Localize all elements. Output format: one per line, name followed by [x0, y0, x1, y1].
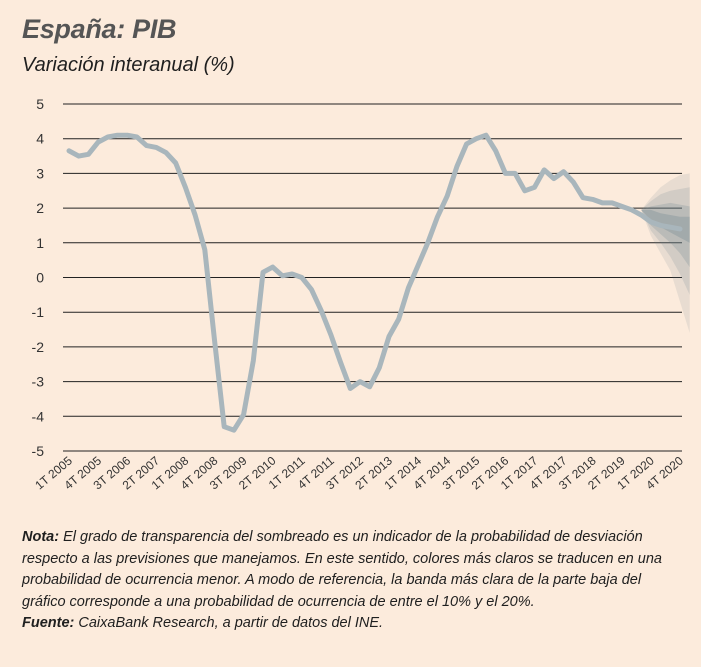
- source-label: Fuente:: [22, 615, 75, 631]
- y-tick-label: 1: [36, 235, 44, 251]
- y-axis-ticks: 5 4 3 2 1 0 -1 -2 -3 -4 -5: [32, 96, 45, 459]
- y-tick-label: 2: [36, 200, 44, 216]
- grid-lines: [63, 103, 682, 452]
- y-tick-label: -3: [32, 374, 45, 390]
- note-paragraph: Nota: El grado de transparencia del somb…: [22, 527, 682, 613]
- source-text: CaixaBank Research, a partir de datos de…: [78, 615, 384, 631]
- y-tick-label: 0: [36, 270, 44, 286]
- note-label: Nota:: [22, 529, 60, 545]
- note-text: El grado de transparencia del sombreado …: [22, 529, 662, 610]
- series-line: [66, 132, 683, 433]
- forecast-band: [641, 187, 690, 295]
- forecast-fan: [641, 173, 690, 334]
- forecast-band: [641, 202, 690, 268]
- y-tick-label: -1: [32, 304, 45, 320]
- series-line-layer: [66, 132, 683, 433]
- y-tick-label: 4: [36, 131, 44, 147]
- chart-notes: Nota: El grado de transparencia del somb…: [22, 527, 682, 635]
- y-tick-label: -5: [32, 443, 45, 459]
- source-paragraph: Fuente: CaixaBank Research, a partir de …: [22, 613, 682, 635]
- forecast-band: [641, 173, 690, 334]
- y-tick-label: -2: [32, 339, 45, 355]
- chart-subtitle: Variación interanual (%): [22, 54, 235, 76]
- y-tick-label: -4: [32, 408, 45, 424]
- chart-title: España: PIB: [22, 14, 177, 44]
- y-tick-label: 5: [36, 96, 44, 112]
- y-tick-label: 3: [36, 165, 44, 181]
